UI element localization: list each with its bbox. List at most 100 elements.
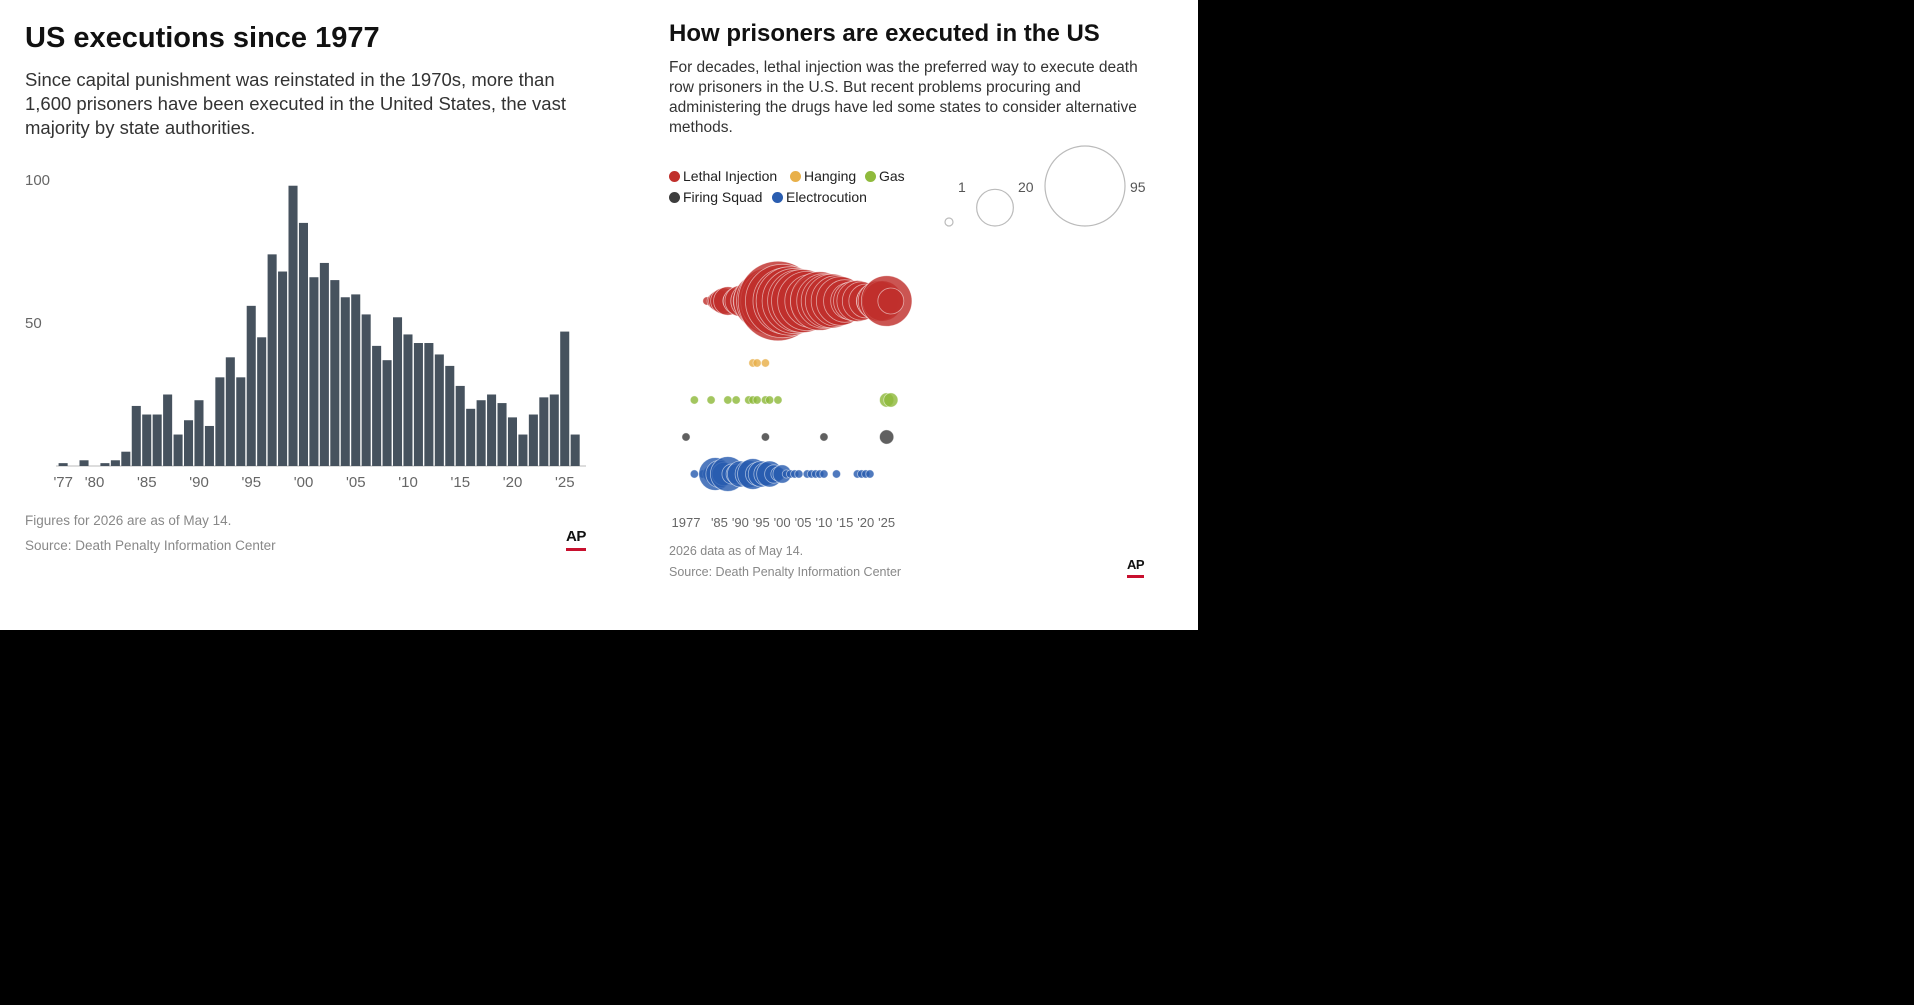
bar xyxy=(121,451,131,466)
x-tick-label: '10 xyxy=(398,474,418,491)
legend-swatch xyxy=(669,171,680,182)
bar xyxy=(361,314,371,466)
legend-item-electrocution: Electrocution xyxy=(772,189,867,205)
bar xyxy=(372,345,382,466)
bar xyxy=(173,434,183,466)
bar xyxy=(110,460,120,466)
bubble xyxy=(723,395,733,405)
legend-swatch xyxy=(669,192,680,203)
bubble xyxy=(765,395,775,405)
bar xyxy=(278,271,288,466)
legend-label: Lethal Injection xyxy=(683,168,778,184)
bar xyxy=(528,414,538,466)
x-tick-label: '95 xyxy=(242,474,262,491)
bar xyxy=(330,280,340,466)
x-tick-label: '77 xyxy=(53,474,73,491)
size-legend-label-1: 1 xyxy=(958,179,966,195)
bar xyxy=(382,360,392,466)
left-chart-source: Source: Death Penalty Information Center xyxy=(25,538,276,553)
bubble xyxy=(794,469,804,479)
bar xyxy=(445,365,455,466)
x-tick-label: '20 xyxy=(503,474,523,491)
legend-item-firing-squad: Firing Squad xyxy=(669,189,762,205)
bar xyxy=(424,343,434,466)
legend-label: Firing Squad xyxy=(683,189,763,205)
bar xyxy=(152,414,162,466)
size-legend-circle xyxy=(976,188,1014,227)
bar xyxy=(570,434,580,466)
left-chart-subtitle: Since capital punishment was reinstated … xyxy=(25,69,566,138)
legend-swatch xyxy=(772,192,783,203)
bar xyxy=(434,354,444,466)
legend-swatch xyxy=(790,171,801,182)
bar xyxy=(518,434,528,466)
bar xyxy=(215,377,225,466)
bar xyxy=(560,331,570,466)
right-chart-note: 2026 data as of May 14. xyxy=(669,544,804,558)
legend-item-gas: Gas xyxy=(865,168,905,184)
x-tick-label: '90 xyxy=(189,474,209,491)
executions-bar-chart: 50 100 '77 '80 '85 '90 '95 '00 '05 '10 '15 '20 '25 xyxy=(25,172,586,491)
bubble xyxy=(760,358,770,368)
bar xyxy=(309,277,319,466)
legend-item-hanging: Hanging xyxy=(790,168,856,184)
bar xyxy=(246,305,256,466)
bar xyxy=(351,294,361,466)
bar xyxy=(298,222,308,466)
legend-label: Hanging xyxy=(804,168,857,184)
right-chart-source: Source: Death Penalty Information Center xyxy=(669,565,902,579)
bar xyxy=(455,385,465,466)
size-legend-circle xyxy=(1044,145,1126,227)
x-tick-label: '15 xyxy=(836,515,853,530)
bar xyxy=(288,185,298,466)
bar xyxy=(403,334,413,466)
x-tick-label: '90 xyxy=(732,515,749,530)
bubble xyxy=(689,469,699,479)
x-tick-label: '15 xyxy=(451,474,471,491)
x-tick-label: '95 xyxy=(753,515,770,530)
legend-swatch xyxy=(865,171,876,182)
x-tick-label: '05 xyxy=(346,474,366,491)
chart-card: US executions since 1977 Since capital p… xyxy=(0,0,1198,630)
legend-item-lethal-injection: Lethal Injection xyxy=(669,168,777,184)
left-chart-title: US executions since 1977 xyxy=(25,22,380,54)
bubble xyxy=(752,358,762,368)
y-tick-label: 100 xyxy=(25,172,50,189)
bubble xyxy=(879,429,895,445)
bar xyxy=(100,463,110,466)
bar xyxy=(204,425,214,466)
bubble xyxy=(752,395,762,405)
x-tick-label: '85 xyxy=(711,515,728,530)
legend-label: Gas xyxy=(879,168,905,184)
bubble xyxy=(883,392,899,408)
x-tick-label: 1977 xyxy=(672,515,701,530)
ap-logo: AP xyxy=(1127,557,1145,578)
bar xyxy=(267,254,277,466)
bubble xyxy=(773,395,783,405)
bubble xyxy=(731,395,741,405)
x-tick-label: '25 xyxy=(555,474,575,491)
x-tick-label: '10 xyxy=(815,515,832,530)
bar xyxy=(79,460,89,466)
bubble xyxy=(681,432,691,442)
bar xyxy=(319,262,329,466)
bubble xyxy=(819,469,829,479)
x-tick-label: '00 xyxy=(294,474,314,491)
bar xyxy=(507,417,517,466)
bar xyxy=(257,337,267,466)
bar xyxy=(466,408,476,466)
bar xyxy=(487,394,497,466)
bubble xyxy=(819,432,829,442)
bubble xyxy=(865,469,875,479)
bar xyxy=(225,357,235,466)
bar xyxy=(131,405,141,466)
legend-label: Electrocution xyxy=(786,189,867,205)
x-tick-label: '80 xyxy=(85,474,105,491)
bar xyxy=(549,394,559,466)
bubble xyxy=(760,432,770,442)
bubble xyxy=(877,287,905,315)
bar xyxy=(476,400,486,466)
x-tick-label: '85 xyxy=(137,474,157,491)
x-tick-label: '05 xyxy=(795,515,812,530)
bubble xyxy=(831,469,841,479)
